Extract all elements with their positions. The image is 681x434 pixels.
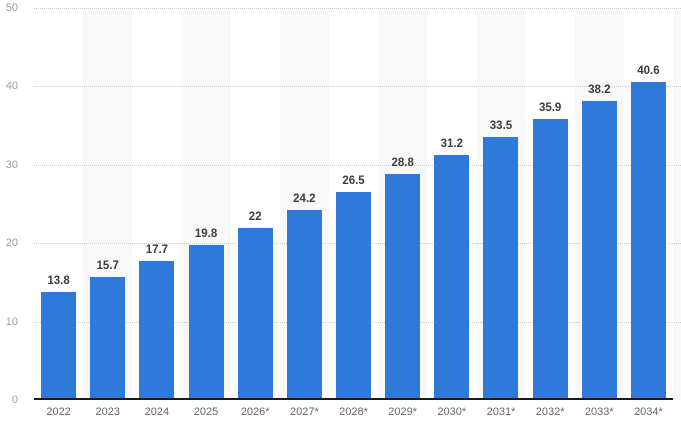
x-tick-label: 2026* bbox=[240, 406, 270, 418]
gridline bbox=[34, 164, 681, 166]
bar-value-label: 24.2 bbox=[293, 193, 316, 206]
bar[interactable] bbox=[581, 100, 617, 400]
bar-column: 31.2 bbox=[427, 8, 476, 400]
x-tick-label: 2023 bbox=[95, 406, 120, 418]
y-tick-label: 20 bbox=[5, 237, 18, 250]
gridline bbox=[34, 86, 681, 88]
x-tick-label: 2029* bbox=[388, 406, 418, 418]
bar[interactable] bbox=[139, 261, 175, 400]
y-tick-label: 0 bbox=[11, 394, 18, 406]
y-axis: 0 10 20 30 40 50 bbox=[0, 0, 34, 434]
bar-value-label: 35.9 bbox=[538, 101, 562, 114]
bar-value-label: 19.8 bbox=[194, 227, 218, 240]
bar[interactable] bbox=[434, 155, 470, 400]
x-tick-label: 2027* bbox=[289, 406, 319, 418]
gridline bbox=[34, 8, 681, 9]
y-tick-label: 30 bbox=[5, 158, 18, 171]
bar[interactable] bbox=[90, 276, 126, 400]
bar[interactable] bbox=[188, 244, 224, 400]
plot-area: 13.8 15.7 17.7 19.8 22 24.2 26.5 28.8 31.2 33.5 35… bbox=[34, 8, 681, 400]
x-tick-label: 2025 bbox=[193, 406, 219, 418]
bar-value-label: 33.5 bbox=[489, 120, 513, 133]
bar-column: 40.6 bbox=[624, 8, 673, 400]
bar-value-label: 22 bbox=[248, 210, 262, 223]
bar-column: 15.7 bbox=[83, 8, 132, 400]
x-tick-label: 2030* bbox=[437, 406, 467, 418]
bar[interactable] bbox=[41, 291, 77, 400]
y-tick-label: 40 bbox=[5, 80, 18, 93]
bar-column: 19.8 bbox=[181, 8, 230, 400]
bar-column: 33.5 bbox=[476, 8, 525, 400]
bar-column: 38.2 bbox=[575, 8, 624, 400]
bar[interactable] bbox=[630, 81, 666, 400]
bar-column: 35.9 bbox=[526, 8, 575, 400]
bars: 13.8 15.7 17.7 19.8 22 24.2 26.5 28.8 31.2 33.5 35… bbox=[34, 8, 673, 400]
bar-value-label: 13.8 bbox=[47, 274, 70, 287]
x-tick-label: 2022 bbox=[46, 406, 71, 418]
bar-column: 17.7 bbox=[132, 8, 181, 400]
x-tick-label: 2033* bbox=[584, 406, 614, 418]
x-tick-label: 2024 bbox=[144, 406, 170, 418]
bar-value-label: 26.5 bbox=[342, 175, 365, 188]
bar-column: 26.5 bbox=[329, 8, 378, 400]
bar-column: 24.2 bbox=[280, 8, 329, 400]
x-tick-label: 2031* bbox=[486, 406, 516, 418]
bar-column: 28.8 bbox=[378, 8, 427, 400]
bar-column: 22 bbox=[231, 8, 280, 400]
bar[interactable] bbox=[385, 174, 421, 400]
bar-value-label: 15.7 bbox=[96, 259, 119, 272]
bar-value-label: 31.2 bbox=[440, 138, 464, 151]
x-tick-label: 2028* bbox=[339, 406, 368, 418]
bar-value-label: 17.7 bbox=[145, 244, 169, 257]
bar[interactable] bbox=[532, 118, 568, 400]
bar-value-label: 40.6 bbox=[637, 64, 660, 77]
bar[interactable] bbox=[336, 192, 372, 400]
bar[interactable] bbox=[286, 210, 322, 400]
y-tick-label: 50 bbox=[5, 2, 18, 14]
bar-value-label: 38.2 bbox=[588, 83, 611, 96]
y-tick-label: 10 bbox=[5, 315, 18, 328]
bar[interactable] bbox=[237, 227, 273, 400]
x-tick-label: 2032* bbox=[535, 406, 565, 418]
bar[interactable] bbox=[483, 137, 519, 400]
x-axis: 2022 2023 2024 2025 2026* 2027* 2028* 2029* 2030… bbox=[34, 406, 673, 419]
bar-column: 13.8 bbox=[34, 8, 83, 400]
bar-value-label: 28.8 bbox=[391, 157, 414, 170]
x-tick-label: 2034* bbox=[634, 406, 663, 418]
x-axis-line bbox=[34, 398, 673, 400]
